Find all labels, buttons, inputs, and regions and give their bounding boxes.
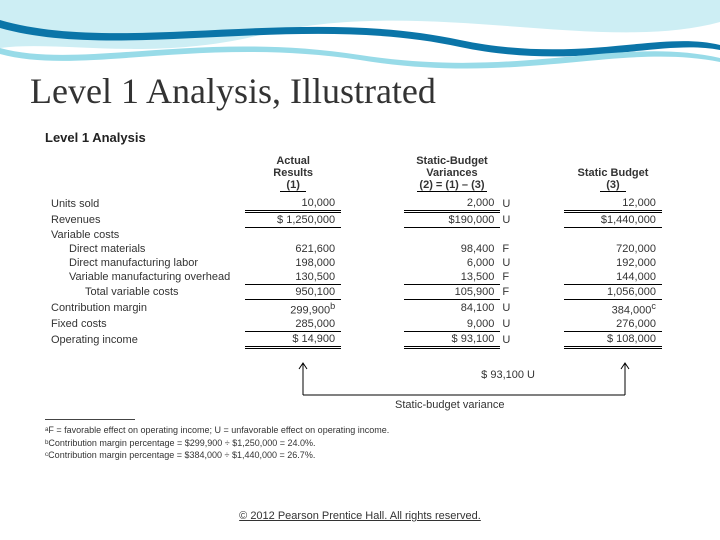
table-row: Units sold 10,000 2,000U 12,000 <box>45 196 685 212</box>
table-row: Variable manufacturing overhead 130,500 … <box>45 270 685 285</box>
table-row: Contribution margin 299,900b 84,100U 384… <box>45 299 685 317</box>
copyright-notice: © 2012 Pearson Prentice Hall. All rights… <box>0 510 720 522</box>
variance-bracket: $ 93,100 U Static-budget variance <box>45 355 685 415</box>
footnotes: ᵃF = favorable effect on operating incom… <box>45 419 685 462</box>
footnote-a: ᵃF = favorable effect on operating incom… <box>45 424 685 437</box>
col1-header: Actual Results (1) <box>245 153 341 196</box>
slide-title: Level 1 Analysis, Illustrated <box>30 70 436 112</box>
table-row: Operating income $ 14,900 $ 93,100U $ 10… <box>45 332 685 348</box>
variance-total: $ 93,100 U <box>415 369 535 381</box>
slide: Level 1 Analysis, Illustrated Level 1 An… <box>0 0 720 540</box>
table-row: Revenues $ 1,250,000 $190,000U $1,440,00… <box>45 212 685 228</box>
footnote-b: ᵇContribution margin percentage = $299,9… <box>45 437 685 450</box>
table-row: Total variable costs 950,100 105,900F 1,… <box>45 284 685 299</box>
analysis-subtitle: Level 1 Analysis <box>45 130 685 145</box>
col2-header: Static-Budget Variances (2) = (1) – (3) <box>404 153 501 196</box>
col3-header: Static Budget (3) <box>564 153 662 196</box>
footnote-c: ᶜContribution margin percentage = $384,0… <box>45 449 685 462</box>
table-row: Direct manufacturing labor 198,000 6,000… <box>45 256 685 270</box>
variance-name: Static-budget variance <box>395 399 504 411</box>
table-row: Variable costs <box>45 228 685 242</box>
content-area: Level 1 Analysis Actual Results (1) Stat… <box>45 130 685 462</box>
wave-decoration <box>0 0 720 80</box>
table-row: Fixed costs 285,000 9,000U 276,000 <box>45 317 685 332</box>
table-row: Direct materials 621,600 98,400F 720,000 <box>45 242 685 256</box>
analysis-table: Actual Results (1) Static-Budget Varianc… <box>45 153 685 349</box>
